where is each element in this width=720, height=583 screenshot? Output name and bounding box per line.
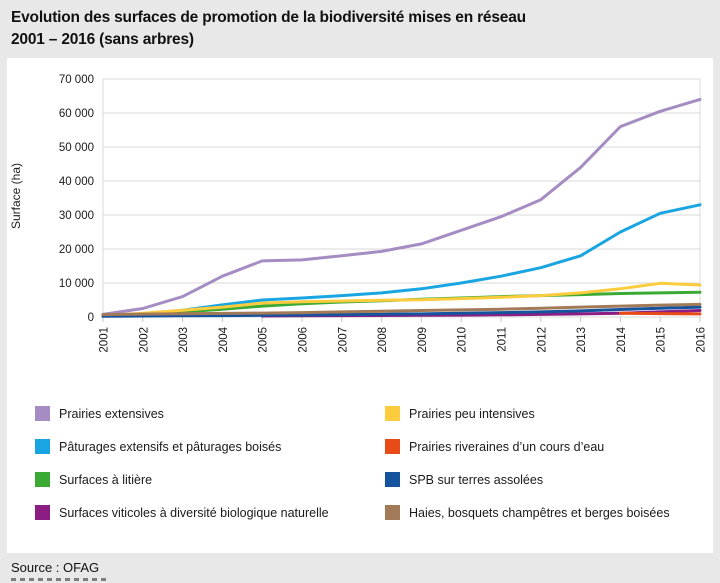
legend-label: SPB sur terres assolées xyxy=(409,472,544,487)
y-tick-label: 50 000 xyxy=(59,142,94,154)
legend-item: Surfaces à litière xyxy=(35,472,385,487)
legend-item: Prairies peu intensives xyxy=(385,406,670,421)
y-tick-label: 60 000 xyxy=(59,108,94,120)
x-tick-label: 2013 xyxy=(576,327,588,353)
y-axis-title: Surface (ha) xyxy=(9,162,23,230)
x-tick-label: 2002 xyxy=(138,327,150,353)
y-tick-label: 30 000 xyxy=(59,210,94,222)
cropped-text-line xyxy=(11,578,107,581)
legend: Prairies extensives Pâturages extensifs e… xyxy=(7,406,713,538)
x-tick-label: 2010 xyxy=(457,327,469,353)
chart-title-line1: Evolution des surfaces de promotion de l… xyxy=(11,9,526,26)
x-tick-label: 2009 xyxy=(417,327,429,353)
legend-item: SPB sur terres assolées xyxy=(385,472,670,487)
legend-item: Haies, bosquets champêtres et berges boi… xyxy=(385,505,670,520)
chart-title: Evolution des surfaces de promotion de l… xyxy=(0,0,720,51)
legend-swatch xyxy=(385,472,400,487)
y-tick-label: 70 000 xyxy=(59,74,94,86)
x-tick-label: 2004 xyxy=(218,326,230,352)
chart-title-line2: 2001 – 2016 (sans arbres) xyxy=(11,31,194,48)
source-text: Source : OFAG xyxy=(11,560,100,575)
legend-swatch xyxy=(385,505,400,520)
y-tick-label: 40 000 xyxy=(59,176,94,188)
legend-item: Prairies riveraines d’un cours d’eau xyxy=(385,439,670,454)
y-tick-label: 0 xyxy=(88,312,94,324)
legend-swatch xyxy=(35,472,50,487)
line-chart: 0 10 000 20 000 30 000 40 000 50 000 60 000 70 … xyxy=(59,74,708,353)
x-tick-label: 2012 xyxy=(536,327,548,353)
series-line xyxy=(618,311,702,316)
x-tick-label: 2006 xyxy=(298,327,310,353)
legend-label: Haies, bosquets champêtres et berges boi… xyxy=(409,505,670,520)
legend-item: Surfaces viticoles à diversité biologiqu… xyxy=(35,505,385,520)
series-line xyxy=(101,281,702,318)
legend-label: Surfaces à litière xyxy=(59,472,153,487)
x-tick-label: 2008 xyxy=(377,327,389,353)
legend-label: Prairies riveraines d’un cours d’eau xyxy=(409,439,605,454)
legend-item: Prairies extensives xyxy=(35,406,385,421)
x-tick-label: 2014 xyxy=(616,326,628,352)
legend-column-left: Prairies extensives Pâturages extensifs e… xyxy=(35,406,385,538)
legend-swatch xyxy=(35,406,50,421)
x-tick-label: 2016 xyxy=(696,327,708,353)
legend-item: Pâturages extensifs et pâturages boisés xyxy=(35,439,385,454)
chart-panel: 0 10 000 20 000 30 000 40 000 50 000 60 000 70 … xyxy=(7,58,713,553)
legend-label: Prairies extensives xyxy=(59,406,164,421)
legend-swatch xyxy=(35,505,50,520)
y-tick-label: 20 000 xyxy=(59,244,94,256)
x-tick-label: 2015 xyxy=(656,327,668,353)
legend-label: Surfaces viticoles à diversité biologiqu… xyxy=(59,505,329,520)
x-tick-label: 2003 xyxy=(178,327,190,353)
legend-swatch xyxy=(35,439,50,454)
legend-label: Prairies peu intensives xyxy=(409,406,535,421)
series-line xyxy=(101,97,702,316)
x-tick-label: 2005 xyxy=(258,327,270,353)
y-tick-label: 10 000 xyxy=(59,278,94,290)
legend-swatch xyxy=(385,439,400,454)
legend-label: Pâturages extensifs et pâturages boisés xyxy=(59,439,282,454)
series-line xyxy=(101,302,702,317)
x-tick-label: 2001 xyxy=(99,327,111,353)
series-line xyxy=(101,305,702,318)
x-tick-label: 2007 xyxy=(337,327,349,353)
x-tick-label: 2011 xyxy=(497,327,509,352)
legend-column-right: Prairies peu intensives Prairies riverain… xyxy=(385,406,670,538)
legend-swatch xyxy=(385,406,400,421)
